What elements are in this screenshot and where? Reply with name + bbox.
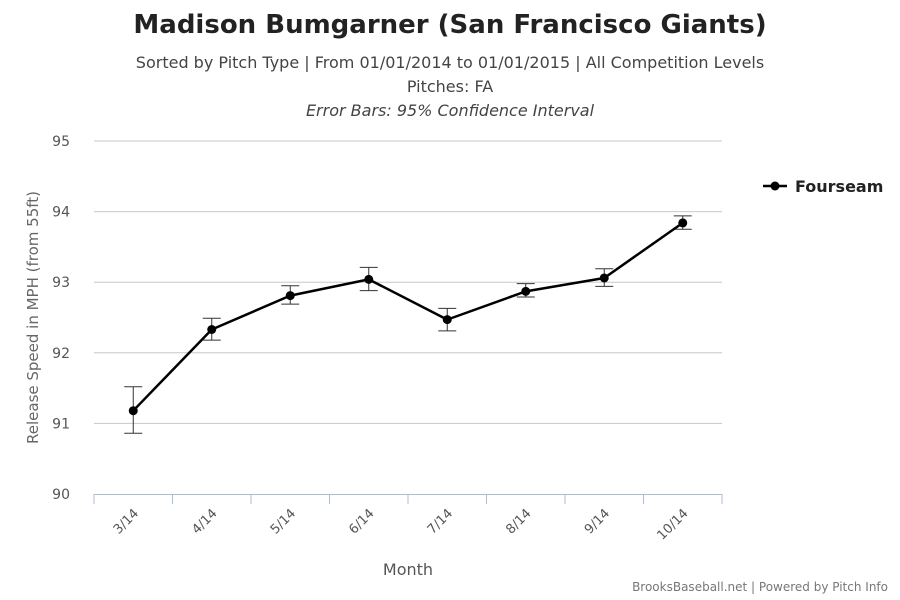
- data-point: [285, 291, 295, 301]
- y-tick-label: 90: [52, 487, 70, 503]
- data-point: [599, 273, 609, 283]
- legend[interactable]: Fourseam: [763, 177, 883, 196]
- data-point: [678, 218, 688, 228]
- x-axis-title: Month: [383, 560, 433, 579]
- data-point: [207, 325, 217, 335]
- x-tick-label: 10/14: [654, 506, 691, 543]
- x-tick-label: 9/14: [582, 506, 613, 537]
- y-tick-label: 91: [52, 416, 70, 432]
- data-point: [364, 274, 374, 284]
- legend-label-fourseam: Fourseam: [795, 177, 883, 196]
- data-point: [128, 406, 138, 416]
- data-point: [521, 286, 531, 296]
- chart-subtitle-error-bars: Error Bars: 95% Confidence Interval: [305, 101, 595, 120]
- x-tick-label: 6/14: [346, 506, 377, 537]
- y-tick-label: 94: [52, 205, 70, 221]
- y-tick-label: 93: [52, 275, 70, 291]
- y-tick-label: 95: [52, 134, 70, 150]
- x-tick-label: 7/14: [425, 506, 456, 537]
- y-tick-label: 92: [52, 346, 70, 362]
- x-tick-label: 8/14: [503, 506, 534, 537]
- x-tick-label: 5/14: [268, 506, 299, 537]
- x-tick-label: 4/14: [189, 506, 220, 537]
- series-line-fourseam: [132, 221, 684, 412]
- x-tick-label: 3/14: [111, 506, 142, 537]
- chart-subtitle-pitches: Pitches: FA: [406, 77, 494, 96]
- chart-title: Madison Bumgarner (San Francisco Giants): [133, 10, 767, 40]
- data-point: [442, 315, 452, 325]
- chart-credits[interactable]: BrooksBaseball.net | Powered by Pitch In…: [632, 580, 888, 594]
- y-axis-title: Release Speed in MPH (from 55ft): [24, 191, 42, 444]
- legend-marker: [770, 181, 780, 191]
- chart-subtitle-filters: Sorted by Pitch Type | From 01/01/2014 t…: [135, 53, 765, 72]
